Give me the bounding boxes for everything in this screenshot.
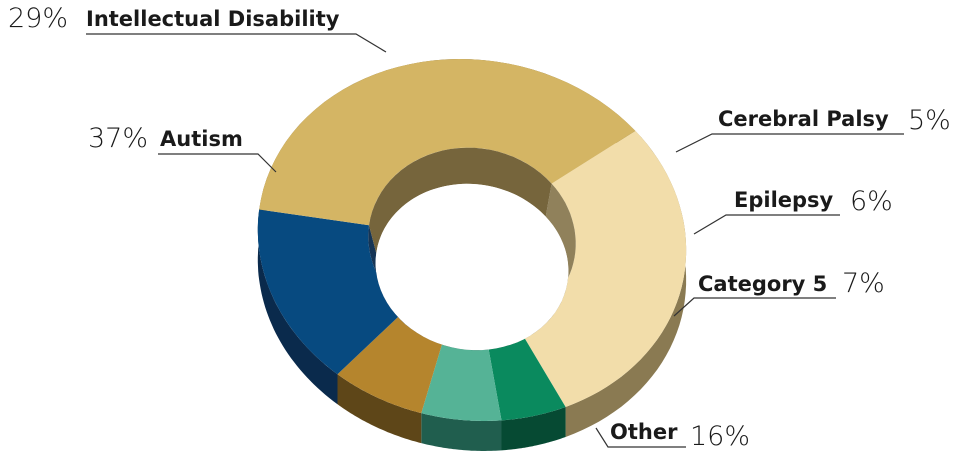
slice-side-epilepsy (421, 413, 502, 451)
label-epilepsy: Epilepsy 6% (693, 186, 893, 235)
leader-other (595, 427, 686, 448)
slice-side-cerebral-palsy (501, 407, 566, 451)
leader-autism (158, 153, 277, 173)
slices-layer (257, 59, 687, 451)
name-other: Other (610, 420, 678, 444)
pct-cerebral-palsy: 5% (908, 105, 951, 136)
slice-side-other (257, 209, 338, 405)
slice-side-category-5 (337, 374, 422, 444)
donut-hole (368, 147, 576, 351)
pct-category-5: 7% (842, 268, 885, 299)
pct-epilepsy: 6% (850, 186, 893, 217)
slice-other (257, 209, 407, 375)
label-other: Other 16% (595, 420, 750, 452)
name-epilepsy: Epilepsy (734, 188, 834, 212)
label-category-5: Category 5 7% (673, 268, 885, 317)
name-category-5: Category 5 (698, 272, 827, 296)
pct-autism: 37% (88, 123, 148, 154)
name-cerebral-palsy: Cerebral Palsy (718, 107, 889, 131)
label-autism: 37% Autism (88, 123, 277, 173)
pct-intellectual-disability: 29% (8, 3, 68, 34)
leader-category-5 (673, 297, 836, 317)
labels-layer: 29% Intellectual Disability 37% Autism C… (8, 3, 951, 452)
leader-cerebral-palsy (675, 133, 904, 153)
slice-autism (259, 59, 636, 226)
name-intellectual-disability: Intellectual Disability (86, 7, 340, 31)
slice-epilepsy (421, 328, 502, 421)
donut-hole-opening (375, 183, 569, 351)
name-autism: Autism (160, 127, 243, 151)
slice-side-intellectual-disability (565, 130, 687, 437)
pct-other: 16% (690, 421, 750, 452)
slice-cerebral-palsy (485, 324, 566, 421)
slice-intellectual-disability (516, 130, 687, 407)
slice-category-5 (337, 309, 447, 414)
label-cerebral-palsy: Cerebral Palsy 5% (675, 105, 951, 153)
leader-intellectual-disability (86, 33, 387, 53)
label-intellectual-disability: 29% Intellectual Disability (8, 3, 387, 53)
leader-epilepsy (693, 214, 840, 235)
slice-inner-wall-autism (369, 147, 552, 254)
